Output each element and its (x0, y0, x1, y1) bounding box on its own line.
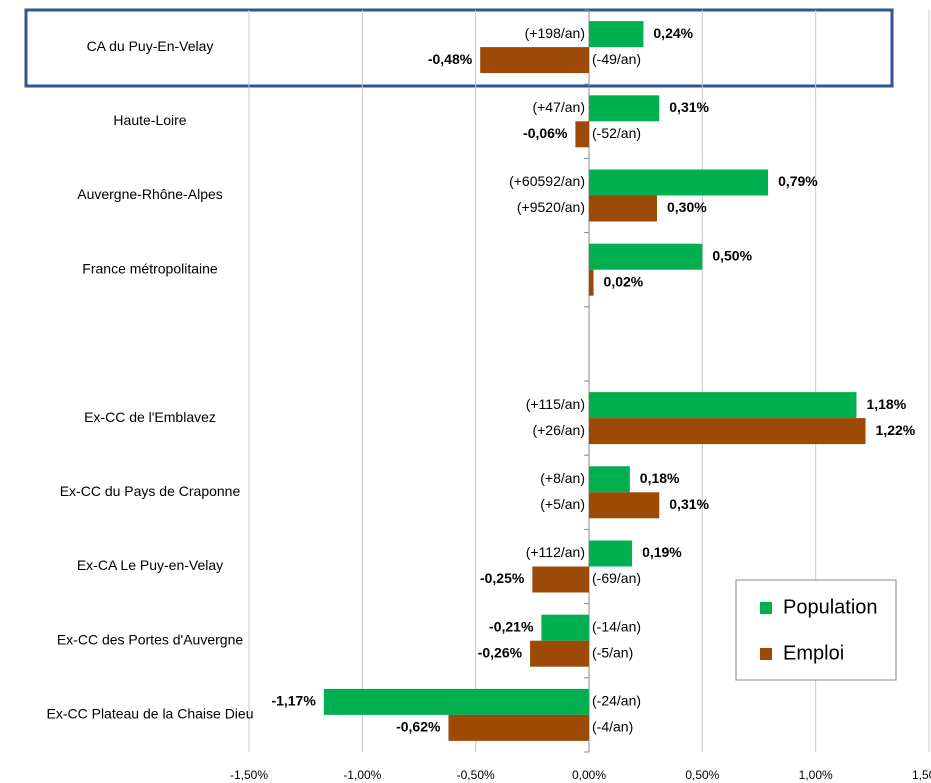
data-label: 0,79% (778, 173, 818, 189)
x-tick-label: -1,50% (230, 768, 268, 782)
bar (589, 21, 644, 48)
bar (589, 195, 657, 222)
annual-label: (+8/an) (540, 470, 585, 486)
bar (589, 392, 857, 419)
annual-label: (-14/an) (592, 618, 641, 634)
legend-box (735, 579, 897, 681)
legend-swatch (760, 602, 772, 614)
bar (589, 540, 633, 567)
annual-label: (+112/an) (526, 544, 585, 560)
bar (530, 640, 589, 667)
annual-label: (-49/an) (592, 51, 641, 67)
x-tick-label: 1,00% (799, 768, 833, 782)
annual-label: (-24/an) (592, 693, 641, 709)
bar (541, 614, 589, 641)
bar (589, 466, 630, 493)
y-tick-label: Ex-CC Plateau de la Chaise Dieu (47, 706, 254, 722)
bar (323, 688, 589, 715)
y-tick-label: France métropolitaine (82, 260, 218, 276)
legend-swatch (760, 648, 772, 660)
bar (589, 169, 769, 196)
annual-label: (-5/an) (592, 644, 633, 660)
data-label: -0,21% (489, 618, 534, 634)
data-label: 0,02% (604, 273, 644, 289)
highlight-box (24, 8, 894, 88)
y-tick-label: Auvergne-Rhône-Alpes (77, 186, 223, 202)
data-label: -1,17% (271, 693, 316, 709)
bar (589, 418, 866, 445)
data-label: -0,26% (478, 644, 523, 660)
x-tick-label: 1,50% (912, 768, 931, 782)
data-label: 0,30% (667, 199, 707, 215)
annual-label: (+9520/an) (517, 199, 585, 215)
y-tick-label: CA du Puy-En-Velay (87, 38, 214, 54)
x-tick-label: -0,50% (457, 768, 495, 782)
y-tick-label: Ex-CC du Pays de Craponne (60, 483, 241, 499)
bar (589, 492, 660, 519)
annual-label: (+5/an) (540, 496, 585, 512)
annual-label: (+198/an) (525, 25, 585, 41)
annual-label: (+47/an) (532, 99, 585, 115)
y-tick-label: Ex-CA Le Puy-en-Velay (77, 557, 223, 573)
annual-label: (+26/an) (532, 422, 585, 438)
data-label: -0,48% (428, 51, 473, 67)
annual-label: (+115/an) (526, 396, 585, 412)
data-label: 1,18% (866, 396, 906, 412)
data-label: 0,50% (712, 247, 752, 263)
bar (589, 95, 660, 122)
x-tick-label: 0,00% (572, 768, 606, 782)
x-tick-label: -1,00% (343, 768, 381, 782)
bar (532, 566, 589, 593)
bar (575, 121, 589, 148)
y-tick-label: Ex-CC de l'Emblavez (84, 409, 216, 425)
annual-label: (-69/an) (592, 570, 641, 586)
legend-label: Emploi (783, 642, 844, 664)
data-label: 1,22% (876, 422, 916, 438)
annual-label: (-52/an) (592, 125, 641, 141)
data-label: -0,62% (396, 719, 441, 735)
data-label: -0,06% (523, 125, 568, 141)
data-label: 0,19% (642, 544, 682, 560)
y-tick-label: Haute-Loire (113, 112, 186, 128)
bar (589, 269, 594, 296)
x-tick-label: 0,50% (685, 768, 719, 782)
annual-label: (-4/an) (592, 719, 633, 735)
data-label: 0,24% (653, 25, 693, 41)
bar (480, 47, 589, 74)
data-label: 0,31% (669, 99, 709, 115)
annual-label: (+60592/an) (509, 173, 585, 189)
data-label: -0,25% (480, 570, 525, 586)
legend-label: Population (783, 596, 878, 618)
data-label: 0,18% (640, 470, 680, 486)
data-label: 0,31% (669, 496, 709, 512)
bar (589, 243, 703, 270)
y-tick-label: Ex-CC des Portes d'Auvergne (57, 631, 244, 647)
bar (448, 714, 589, 741)
